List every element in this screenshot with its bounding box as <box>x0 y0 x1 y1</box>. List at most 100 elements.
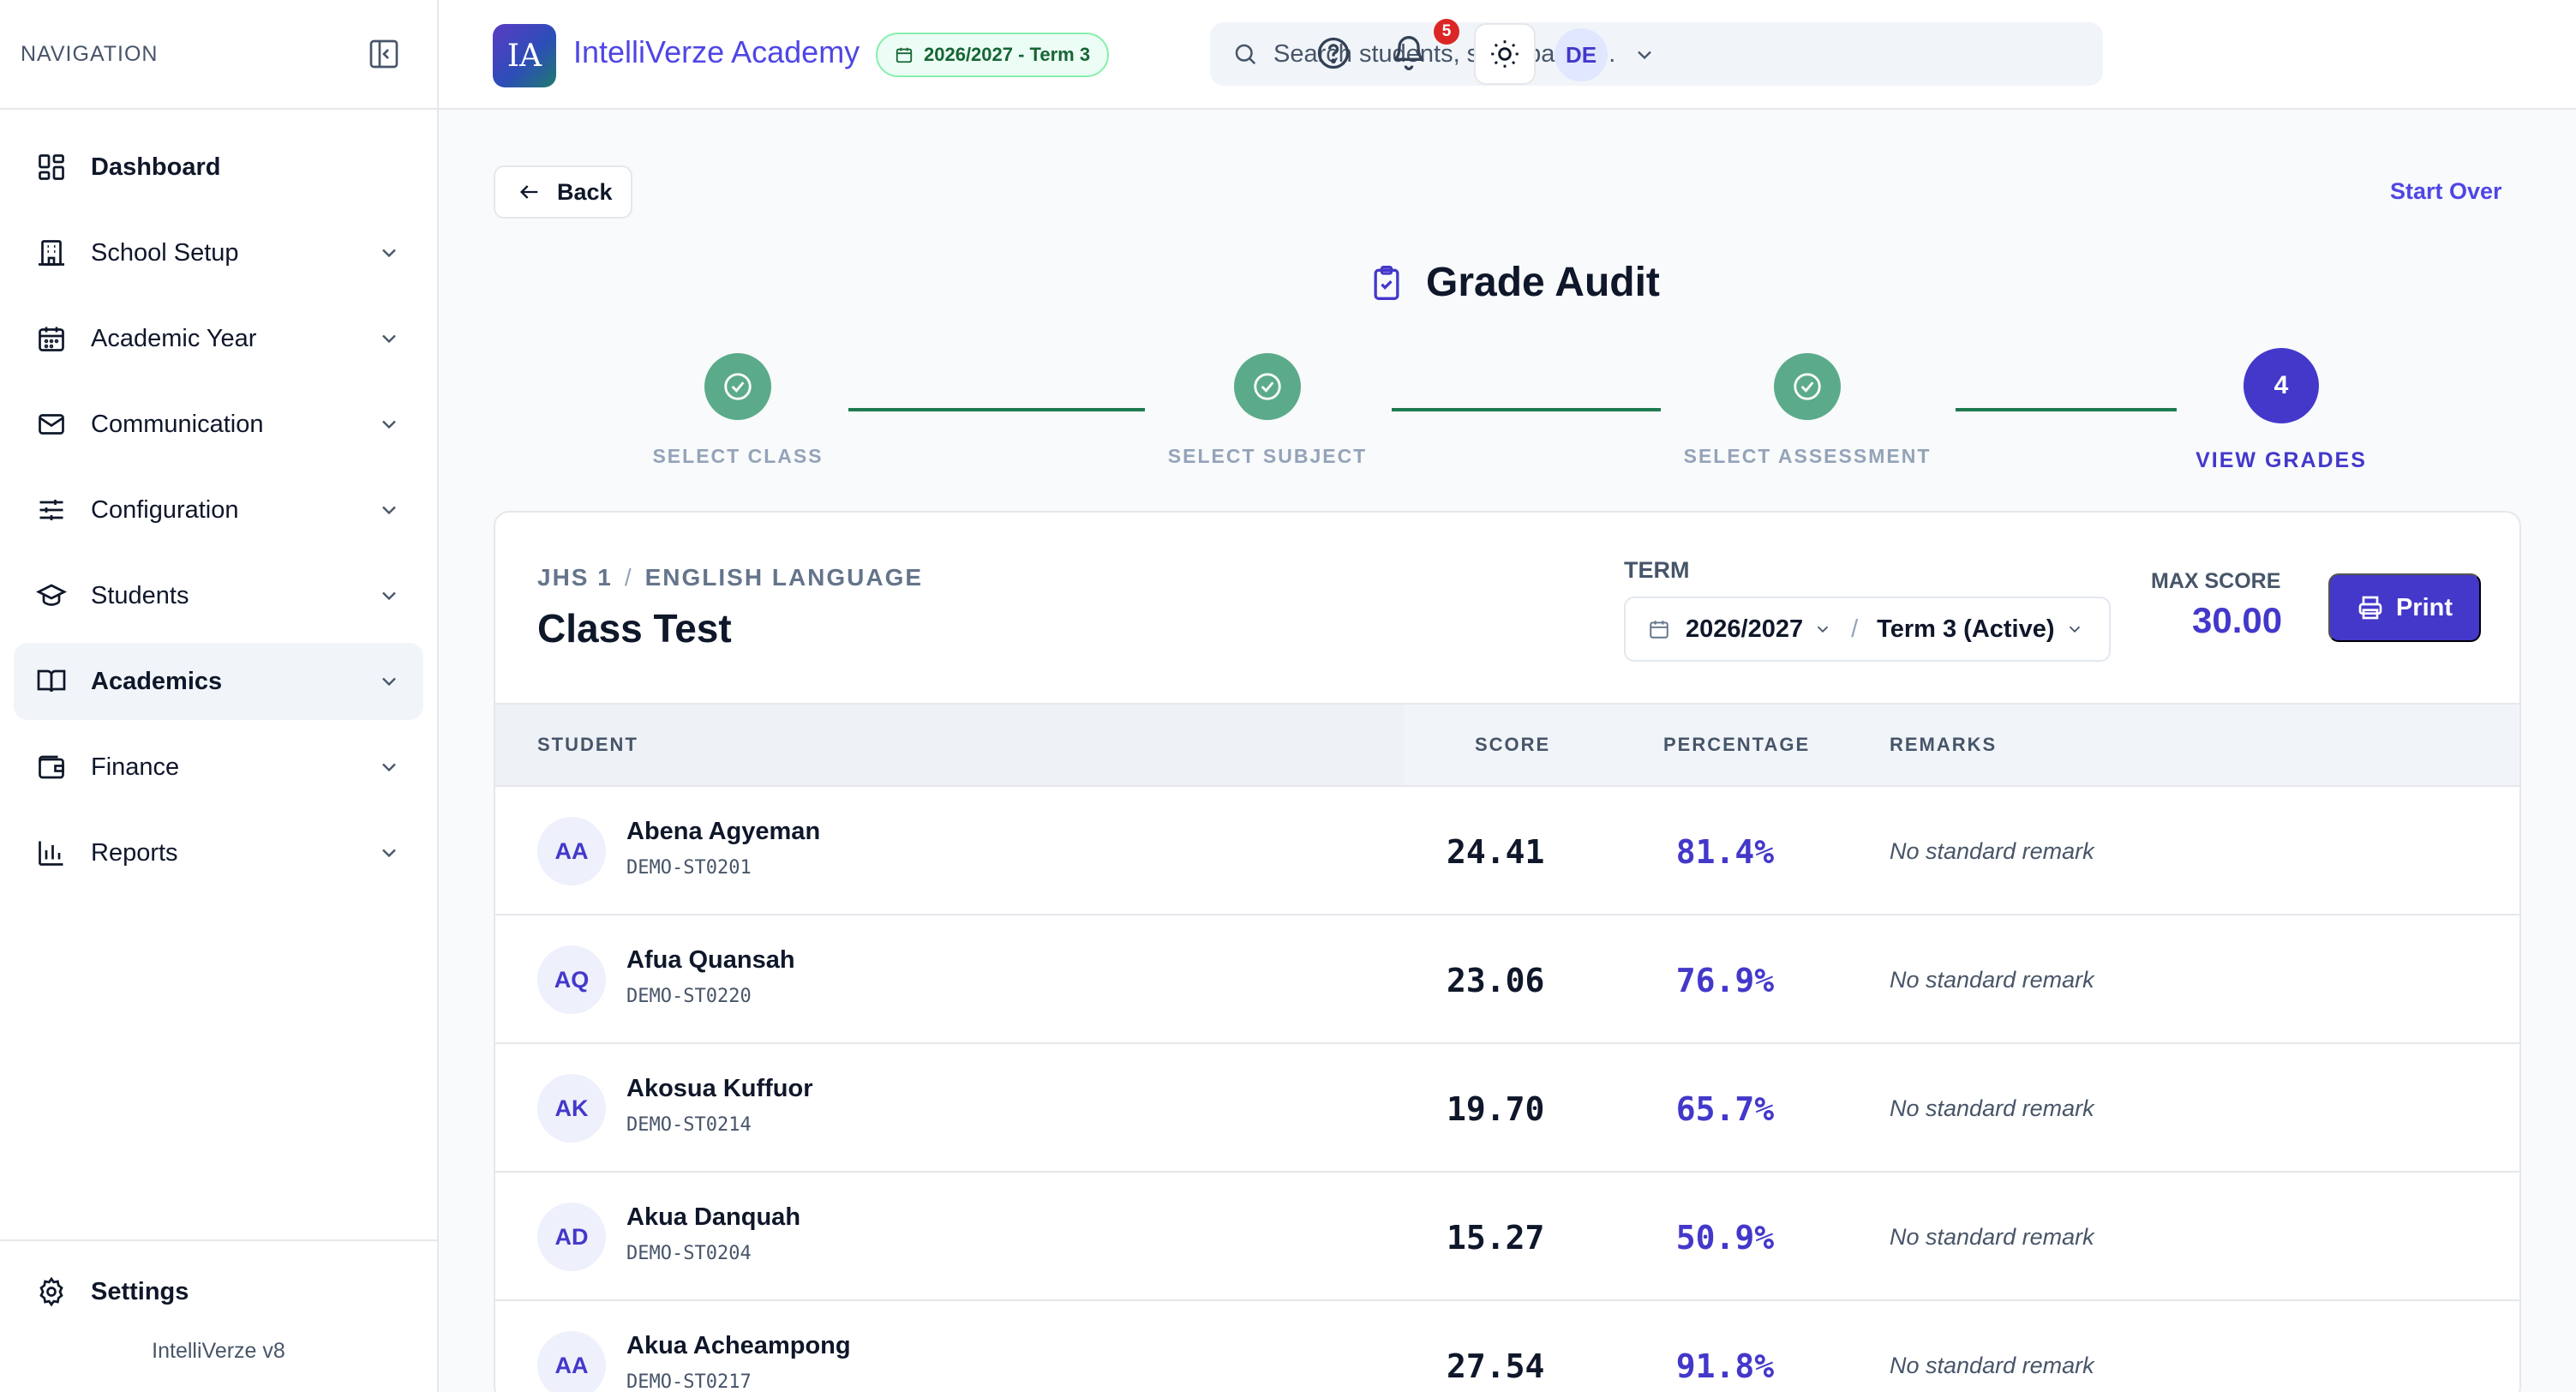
sidebar-nav: Dashboard School Setup Academic Year Com… <box>0 110 437 891</box>
sidebar-item-school-setup[interactable]: School Setup <box>14 214 423 291</box>
chevron-down-icon <box>382 249 396 258</box>
table-row[interactable]: AA Abena Agyeman DEMO-ST0201 24.41 81.4%… <box>495 787 2519 915</box>
sidebar-header-label: NAVIGATION <box>21 41 159 66</box>
step-2-complete[interactable] <box>1234 353 1301 420</box>
user-avatar[interactable]: DE <box>1555 28 1608 81</box>
sidebar-item-reports[interactable]: Reports <box>14 814 423 891</box>
column-header-student[interactable]: STUDENT <box>537 734 638 755</box>
chevron-down-icon <box>382 763 396 772</box>
student-remark: No standard remark <box>1890 1224 2094 1250</box>
table-row[interactable]: AK Akosua Kuffuor DEMO-ST0214 19.70 65.7… <box>495 1044 2519 1173</box>
sidebar-item-configuration[interactable]: Configuration <box>14 471 423 549</box>
grades-card: JHS 1 / ENGLISH LANGUAGE Class Test TERM 2… <box>494 511 2521 1392</box>
check-circle-icon <box>1794 373 1821 400</box>
step-3-complete[interactable] <box>1774 353 1841 420</box>
student-avatar: AA <box>537 1331 606 1392</box>
calendar-icon <box>1650 621 1668 639</box>
app-title[interactable]: IntelliVerze Academy <box>573 34 860 69</box>
theme-toggle-button[interactable] <box>1474 23 1536 85</box>
back-button[interactable]: Back <box>494 165 632 219</box>
step-1-complete[interactable] <box>704 353 771 420</box>
sidebar-item-finance[interactable]: Finance <box>14 729 423 806</box>
sidebar-item-label: Students <box>91 581 189 609</box>
sidebar-item-label: Reports <box>91 838 178 867</box>
student-avatar: AD <box>537 1203 606 1271</box>
sidebar-collapse-icon[interactable] <box>367 37 401 71</box>
bell-icon[interactable] <box>1390 34 1428 72</box>
student-percentage: 50.9% <box>1675 1219 1775 1257</box>
chevron-down-icon <box>382 334 396 344</box>
step-1-label: SELECT CLASS <box>652 445 824 467</box>
sidebar-item-students[interactable]: Students <box>14 557 423 634</box>
top-bar: IA IntelliVerze Academy 2026/2027 - Term… <box>439 0 2576 110</box>
settings-label: Settings <box>91 1277 189 1305</box>
assessment-title: Class Test <box>537 606 732 651</box>
term-select[interactable]: Term 3 (Active) <box>1877 615 2083 644</box>
start-over-link[interactable]: Start Over <box>2390 178 2502 204</box>
breadcrumb-subject: ENGLISH LANGUAGE <box>644 564 924 591</box>
table-row[interactable]: AQ Afua Quansah DEMO-ST0220 23.06 76.9% … <box>495 915 2519 1044</box>
sidebar-item-academics[interactable]: Academics <box>14 643 423 720</box>
sidebar: NAVIGATION Dashboard School Setup Academ… <box>0 0 439 1392</box>
chevron-down-icon <box>382 506 396 515</box>
check-circle-icon <box>724 373 752 400</box>
student-column-header-bg <box>495 705 1404 785</box>
sidebar-item-label: Academics <box>91 667 223 695</box>
print-button-label: Print <box>2395 593 2453 621</box>
chevron-down-icon <box>382 591 396 601</box>
sidebar-item-communication[interactable]: Communication <box>14 386 423 463</box>
step-2-label: SELECT SUBJECT <box>1167 445 1368 467</box>
check-circle-icon <box>1254 373 1281 400</box>
student-name: Akua Acheampong <box>626 1332 851 1359</box>
chevron-down-icon <box>382 677 396 687</box>
student-name: Akua Danquah <box>626 1203 801 1231</box>
global-search[interactable]: Search students, staff, pages... <box>1210 22 2103 86</box>
term-badge-label: 2026/2027 - Term 3 <box>924 44 1091 65</box>
student-id: DEMO-ST0201 <box>626 857 752 879</box>
wallet-icon <box>34 750 69 784</box>
student-percentage: 81.4% <box>1675 833 1775 871</box>
sidebar-item-settings[interactable]: Settings <box>14 1253 423 1330</box>
step-4-label: VIEW GRADES <box>2196 448 2367 472</box>
sidebar-item-label: Configuration <box>91 495 239 524</box>
help-icon[interactable] <box>1315 34 1352 72</box>
chevron-down-icon <box>2069 626 2080 633</box>
max-score-value: 30.00 <box>2192 600 2283 640</box>
table-row[interactable]: AA Akua Acheampong DEMO-ST0217 27.54 91.… <box>495 1301 2519 1392</box>
sun-icon <box>1491 40 1519 68</box>
sidebar-item-label: Finance <box>91 753 180 781</box>
student-score: 15.27 <box>1447 1219 1545 1257</box>
term-value: Term 3 (Active) <box>1877 615 2055 643</box>
sidebar-header: NAVIGATION <box>0 0 437 110</box>
breadcrumb-separator: / <box>624 564 633 591</box>
student-score: 24.41 <box>1447 833 1545 871</box>
academic-year-select[interactable]: 2026/2027 <box>1648 615 1832 644</box>
printer-icon <box>2358 596 2382 620</box>
column-header-percentage[interactable]: PERCENTAGE <box>1663 734 1811 755</box>
gear-icon <box>34 1275 69 1309</box>
sidebar-item-dashboard[interactable]: Dashboard <box>14 129 423 206</box>
back-button-label: Back <box>557 178 613 205</box>
app-logo[interactable]: IA <box>493 24 556 87</box>
chevron-down-icon[interactable] <box>1632 43 1656 67</box>
dashboard-icon <box>34 150 69 184</box>
table-row[interactable]: AD Akua Danquah DEMO-ST0204 15.27 50.9% … <box>495 1173 2519 1301</box>
graduation-cap-icon <box>34 579 69 613</box>
sidebar-item-academic-year[interactable]: Academic Year <box>14 300 423 377</box>
calendar-icon <box>34 321 69 356</box>
column-header-score[interactable]: SCORE <box>1475 734 1551 755</box>
student-score: 27.54 <box>1447 1347 1545 1385</box>
chevron-down-icon <box>382 420 396 429</box>
sidebar-item-label: Dashboard <box>91 153 221 181</box>
building-icon <box>34 236 69 270</box>
student-remark: No standard remark <box>1890 838 2094 864</box>
column-header-remarks[interactable]: REMARKS <box>1890 734 1998 755</box>
student-id: DEMO-ST0204 <box>626 1243 752 1264</box>
student-id: DEMO-ST0214 <box>626 1114 752 1136</box>
print-button[interactable]: Print <box>2328 573 2481 642</box>
academic-year-value: 2026/2027 <box>1686 615 1804 643</box>
step-connector <box>1392 408 1661 411</box>
student-name: Akosua Kuffuor <box>626 1075 813 1102</box>
student-percentage: 91.8% <box>1675 1347 1775 1385</box>
student-avatar: AK <box>537 1074 606 1143</box>
